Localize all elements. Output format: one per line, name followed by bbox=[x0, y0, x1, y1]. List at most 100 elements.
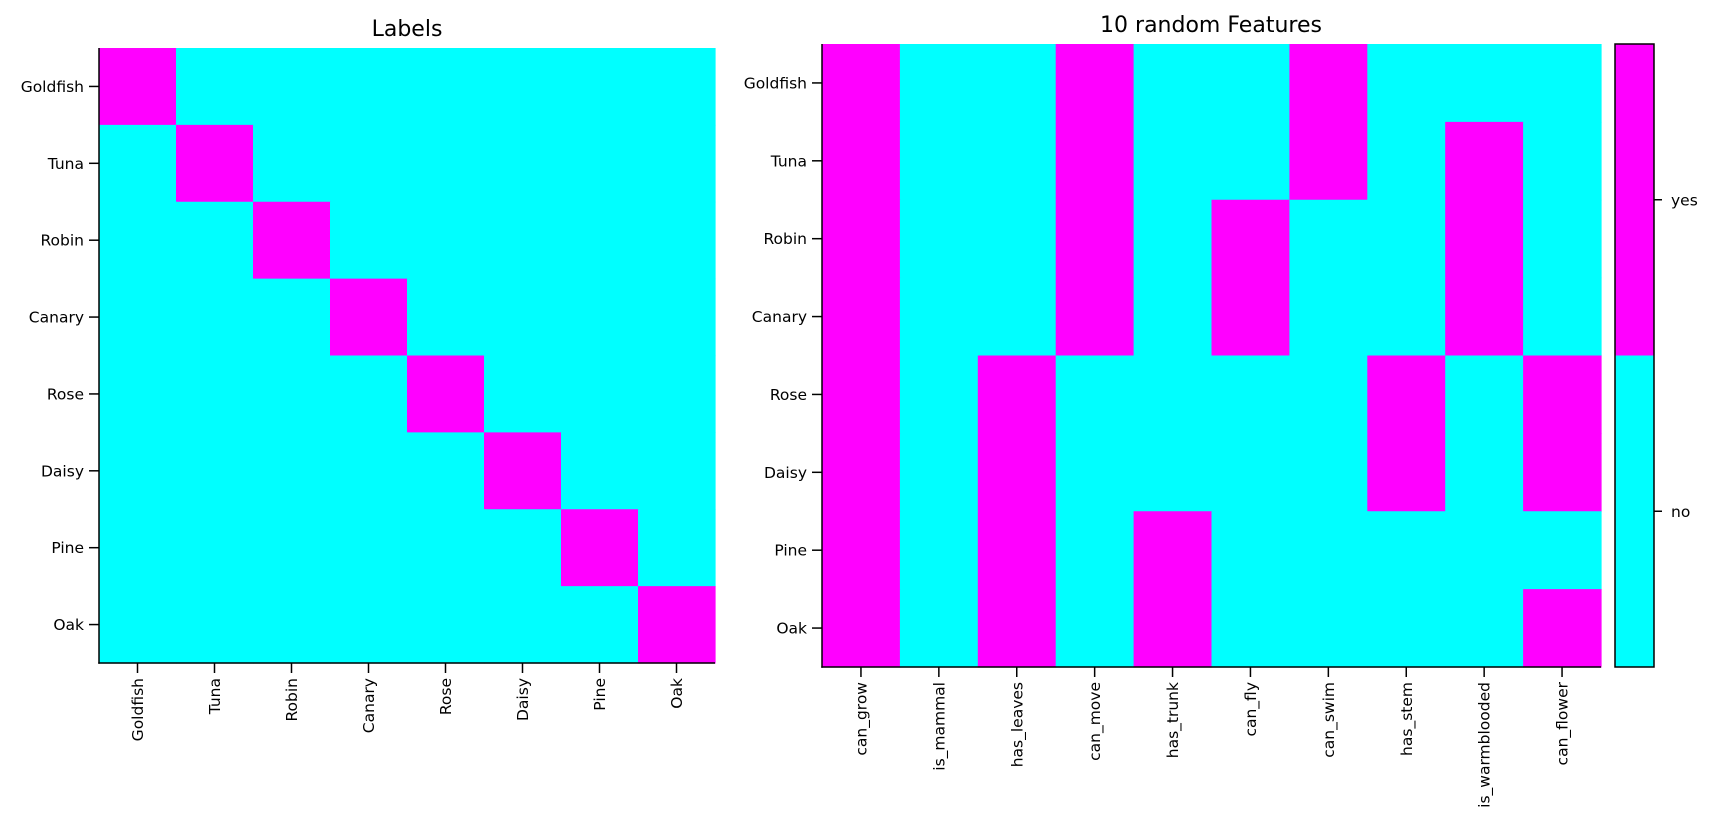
heatmap-cell bbox=[561, 124, 639, 203]
heatmap-cell bbox=[253, 586, 331, 664]
heatmap-cell bbox=[1133, 589, 1213, 668]
y-tick-label: Goldfish bbox=[744, 74, 807, 92]
heatmap-cell bbox=[253, 432, 331, 510]
x-tick-label: Robin bbox=[283, 678, 301, 722]
heatmap-cell bbox=[1133, 121, 1213, 201]
heatmap-cell bbox=[1445, 433, 1524, 512]
heatmap-cell bbox=[638, 432, 716, 510]
heatmap-cell bbox=[1289, 277, 1368, 357]
heatmap-cell bbox=[1367, 589, 1446, 668]
heatmap-cell bbox=[330, 586, 408, 664]
heatmap-cell bbox=[899, 44, 979, 123]
heatmap-cell bbox=[330, 201, 408, 280]
heatmap-cell bbox=[1523, 355, 1602, 434]
heatmap-cell bbox=[822, 199, 901, 279]
heatmap-cell bbox=[638, 586, 716, 664]
heatmap-cell bbox=[822, 277, 901, 357]
heatmap-cell bbox=[1055, 121, 1135, 201]
heatmap-cell bbox=[1445, 355, 1524, 434]
heatmap-cell bbox=[1211, 511, 1290, 590]
colorbar-tick-label: no bbox=[1671, 503, 1690, 521]
heatmap-cell bbox=[561, 201, 639, 280]
y-tick-label: Canary bbox=[29, 309, 84, 327]
heatmap-cell bbox=[1289, 44, 1368, 123]
x-tick-label: has_stem bbox=[1398, 682, 1417, 756]
heatmap-cell bbox=[561, 355, 639, 433]
heatmap-cell bbox=[176, 278, 254, 357]
heatmap-cell bbox=[1367, 277, 1446, 357]
heatmap-cell bbox=[1289, 121, 1368, 201]
heatmap-cell bbox=[253, 124, 331, 203]
heatmap-cell bbox=[638, 509, 716, 587]
labels-heatmap: Labels Goldfish Tuna Robin Canary Rose Daisy P… bbox=[21, 17, 716, 741]
heatmap-cell bbox=[1367, 121, 1446, 201]
heatmap-cell bbox=[899, 433, 979, 512]
heatmap-cell bbox=[484, 201, 562, 280]
y-tick-label: Robin bbox=[763, 230, 807, 248]
heatmap-cell bbox=[1133, 433, 1213, 512]
heatmap-cells bbox=[822, 44, 1602, 668]
heatmap-cell bbox=[253, 201, 331, 280]
colorbar-segment-no bbox=[1615, 355, 1654, 667]
heatmap-cell bbox=[407, 509, 485, 587]
heatmap-cell bbox=[561, 432, 639, 510]
heatmap-cell bbox=[176, 124, 254, 203]
heatmap-cell bbox=[1211, 589, 1290, 668]
heatmap-cell bbox=[1367, 511, 1446, 590]
heatmap-cell bbox=[407, 48, 485, 126]
heatmap-cell bbox=[899, 277, 979, 357]
heatmap-cell bbox=[1133, 355, 1213, 434]
heatmap-cell bbox=[1367, 199, 1446, 279]
heatmap-cell bbox=[1055, 277, 1135, 357]
heatmap-cell bbox=[99, 278, 177, 357]
heatmap-cell bbox=[253, 48, 331, 126]
heatmap-cell bbox=[1445, 277, 1524, 357]
heatmap-cell bbox=[407, 278, 485, 357]
heatmap-cell bbox=[1133, 511, 1213, 590]
heatmap-cell bbox=[253, 278, 331, 357]
heatmap-cell bbox=[1523, 277, 1602, 357]
heatmap-cell bbox=[99, 509, 177, 587]
x-tick-label: can_grow bbox=[852, 682, 871, 756]
heatmap-cell bbox=[638, 124, 716, 203]
heatmap-cell bbox=[899, 589, 979, 668]
x-tick-label: Daisy bbox=[514, 678, 532, 721]
heatmap-cell bbox=[1289, 433, 1368, 512]
heatmap-cell bbox=[253, 509, 331, 587]
heatmap-cell bbox=[330, 509, 408, 587]
heatmap-cell bbox=[1523, 199, 1602, 279]
features-heatmap: 10 random Features Goldfish Tuna Robin Cana… bbox=[744, 13, 1602, 808]
heatmap-cell bbox=[330, 355, 408, 433]
heatmap-cell bbox=[1367, 355, 1446, 434]
heatmap-cell bbox=[1445, 121, 1524, 201]
heatmap-cell bbox=[1289, 511, 1368, 590]
heatmap-cell bbox=[1289, 589, 1368, 668]
heatmap-cell bbox=[1055, 589, 1135, 668]
heatmap-cell bbox=[977, 199, 1057, 279]
heatmap-cell bbox=[99, 586, 177, 664]
heatmap-cell bbox=[253, 355, 331, 433]
heatmap-cell bbox=[977, 121, 1057, 201]
heatmap-cell bbox=[899, 121, 979, 201]
heatmap-cell bbox=[1211, 44, 1290, 123]
heatmap-cell bbox=[1289, 355, 1368, 434]
heatmap-cell bbox=[822, 121, 901, 201]
heatmap-cell bbox=[484, 278, 562, 357]
heatmap-cell bbox=[1211, 199, 1290, 279]
heatmap-cells bbox=[99, 48, 716, 664]
heatmap-cell bbox=[899, 511, 979, 590]
heatmap-cell bbox=[1523, 511, 1602, 590]
heatmap-cell bbox=[1367, 433, 1446, 512]
heatmap-cell bbox=[99, 355, 177, 433]
y-tick-label: Rose bbox=[47, 385, 84, 403]
x-tick-label: is_mammal bbox=[930, 682, 949, 771]
x-tick-label: Oak bbox=[668, 678, 686, 709]
heatmap-cell bbox=[407, 124, 485, 203]
heatmap-cell bbox=[1367, 44, 1446, 123]
colorbar-frame bbox=[1614, 43, 1655, 668]
heatmap-cell bbox=[484, 48, 562, 126]
colorbar-tick-label: yes bbox=[1671, 191, 1698, 209]
heatmap-cell bbox=[1445, 44, 1524, 123]
heatmap-cell bbox=[977, 44, 1057, 123]
y-tick-label: Robin bbox=[40, 232, 84, 250]
